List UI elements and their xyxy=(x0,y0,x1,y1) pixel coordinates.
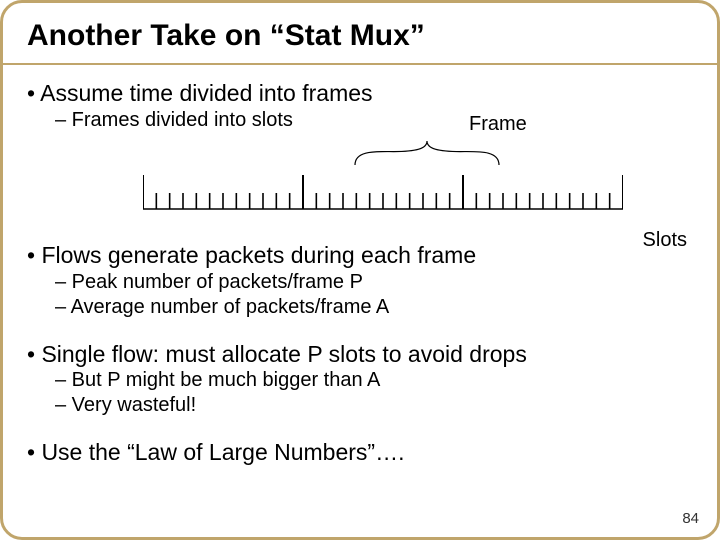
section-2: • Flows generate packets during each fra… xyxy=(27,241,693,320)
timeline-diagram xyxy=(143,169,623,225)
page-number: 84 xyxy=(682,510,699,527)
sub-3-0: – But P might be much bigger than A xyxy=(55,368,693,393)
section-1: • Assume time divided into frames – Fram… xyxy=(27,79,693,133)
bullet-1: • Assume time divided into frames xyxy=(27,79,693,108)
slide-title: Another Take on “Stat Mux” xyxy=(27,19,693,63)
sub-3-1: – Very wasteful! xyxy=(55,393,693,418)
sub-1-0: – Frames divided into slots xyxy=(55,108,693,133)
sub-2-1: – Average number of packets/frame A xyxy=(55,295,693,320)
slots-label: Slots xyxy=(643,229,687,252)
title-divider xyxy=(3,63,717,65)
bullet-4: • Use the “Law of Large Numbers”…. xyxy=(27,438,693,467)
frame-brace xyxy=(353,139,501,167)
sub-2-0: – Peak number of packets/frame P xyxy=(55,270,693,295)
bullet-3: • Single flow: must allocate P slots to … xyxy=(27,340,693,369)
section-4: • Use the “Law of Large Numbers”…. xyxy=(27,438,693,467)
frame-label: Frame xyxy=(469,113,527,136)
section-3: • Single flow: must allocate P slots to … xyxy=(27,340,693,419)
bullet-2: • Flows generate packets during each fra… xyxy=(27,241,693,270)
